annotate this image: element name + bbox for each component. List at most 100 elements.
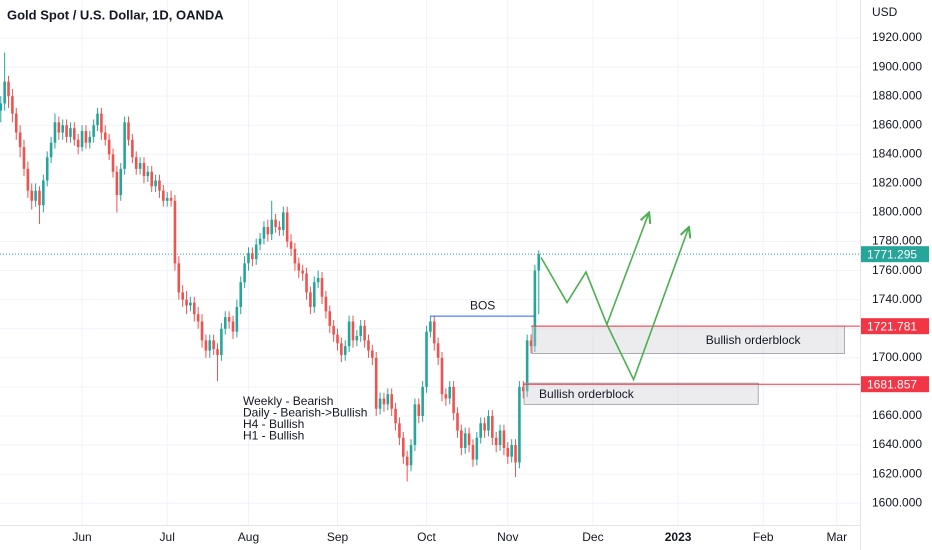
candle-body: [483, 423, 486, 431]
note: Daily - Bearish->Bullish: [243, 406, 367, 420]
candle-body: [22, 147, 26, 169]
candle-body: [258, 238, 262, 245]
candle-body: [278, 226, 281, 230]
zone-label: Bullish orderblock: [706, 333, 802, 347]
candle-body: [204, 340, 208, 351]
x-tick-label: Sep: [327, 530, 349, 544]
x-tick-label: Feb: [753, 530, 774, 544]
y-tick-label: 1780.000: [872, 234, 922, 248]
candle-body: [235, 306, 239, 332]
price-badge-label: 1721.781: [867, 319, 917, 333]
candle-body: [142, 163, 146, 177]
candle-body: [452, 386, 455, 414]
candle-body: [181, 292, 184, 300]
candle-body: [316, 277, 320, 283]
y-tick-label: 1840.000: [872, 146, 922, 160]
x-tick-label: Jul: [160, 530, 175, 544]
candle-body: [227, 317, 231, 322]
candle-body: [216, 349, 219, 355]
price-badge-label: 1771.295: [867, 247, 917, 261]
candle-body: [320, 277, 324, 297]
candle-body: [502, 430, 506, 448]
candle-body: [533, 270, 537, 347]
candle-body: [510, 445, 513, 457]
candle-body: [374, 357, 378, 409]
bos-label: BOS: [470, 298, 495, 312]
candle-body: [38, 190, 41, 206]
y-tick-label: 1600.000: [872, 495, 922, 509]
candle-body: [266, 226, 270, 235]
x-tick-label: Jun: [72, 530, 91, 544]
candle-body: [165, 197, 169, 201]
candle-body: [525, 340, 529, 392]
candle-body: [34, 190, 37, 201]
candle-body: [440, 357, 444, 395]
price-badge: [861, 318, 929, 335]
y-tick-label: 1880.000: [872, 88, 922, 102]
zone-label: Bullish orderblock: [539, 387, 635, 401]
candle-body: [220, 328, 223, 355]
candle-body: [45, 157, 49, 181]
candle-body: [363, 325, 366, 341]
candle-body: [305, 273, 308, 293]
axes: 1600.0001620.0001640.0001660.0001680.000…: [72, 30, 929, 544]
candle-body: [405, 456, 409, 466]
zone: [523, 382, 759, 405]
candle-body: [196, 314, 200, 322]
x-tick-label: Aug: [238, 530, 259, 544]
candle-body: [150, 171, 154, 187]
candle-body: [386, 394, 390, 405]
price-badge: [861, 376, 929, 393]
candle-body: [30, 190, 34, 201]
candle-body: [158, 180, 161, 191]
candle-body: [84, 131, 88, 143]
candle-body: [301, 270, 304, 274]
note: H1 - Bullish: [243, 429, 304, 443]
candle-body: [127, 122, 130, 140]
candle-body: [398, 423, 401, 438]
projection-path: [540, 212, 649, 327]
candle-body: [100, 113, 103, 133]
candle-body: [518, 386, 521, 463]
grid: [0, 0, 860, 525]
candle-body: [309, 292, 312, 307]
candle-body: [347, 321, 351, 347]
candle-body: [69, 128, 72, 137]
candle-body: [436, 343, 440, 358]
candle-body: [254, 244, 258, 259]
candle-body: [223, 317, 227, 329]
candle-body: [312, 282, 316, 307]
chart-title: Gold Spot / U.S. Dollar, 1D, OANDA: [7, 7, 224, 22]
candle-body: [14, 113, 18, 133]
candle-body: [413, 404, 417, 446]
x-tick-label: Oct: [417, 530, 436, 544]
candle-body: [371, 350, 374, 358]
candle-body: [92, 125, 95, 137]
candle-body: [409, 445, 413, 466]
candle-body: [131, 139, 134, 158]
candle-body: [173, 200, 177, 264]
candle-body: [324, 296, 328, 312]
plot-area: Bullish orderblock Bullish orderblock BOS: [0, 52, 860, 482]
candle-body: [185, 299, 188, 306]
candle-body: [494, 437, 498, 446]
candle-body: [111, 154, 115, 172]
candle-body: [514, 445, 517, 463]
candle-body: [498, 430, 502, 446]
candle-body: [208, 340, 212, 351]
candle-body: [460, 430, 463, 448]
y-tick-label: 1640.000: [872, 437, 922, 451]
candle-body: [425, 331, 428, 387]
x-tick-label: Mar: [826, 530, 847, 544]
y-tick-label: 1620.000: [872, 466, 922, 480]
y-tick-label: 1920.000: [872, 30, 922, 44]
candle-body: [192, 302, 196, 315]
candle-body: [491, 415, 494, 438]
y-tick-label: 1860.000: [872, 117, 922, 131]
candle-body: [212, 340, 215, 350]
candle-body: [401, 437, 405, 457]
candle-body: [274, 219, 277, 227]
